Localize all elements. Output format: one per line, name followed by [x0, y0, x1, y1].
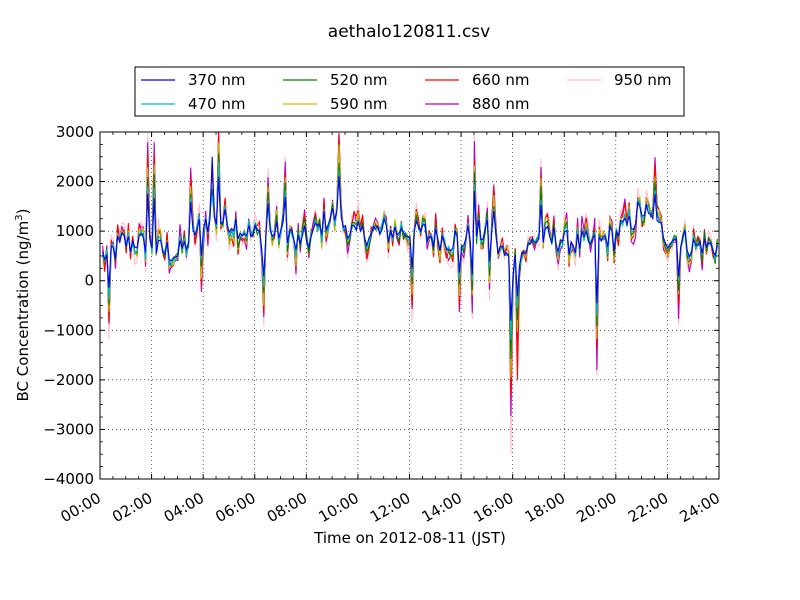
x-tick-label: 12:00 [367, 489, 413, 526]
x-tick-label: 06:00 [212, 489, 258, 526]
x-tick-label: 16:00 [470, 489, 516, 526]
legend-label: 660 nm [472, 71, 530, 89]
x-tick-label: 24:00 [677, 489, 723, 526]
legend-label: 880 nm [472, 95, 530, 113]
series-line-370-nm [102, 156, 718, 321]
legend-label: 520 nm [330, 71, 388, 89]
axis-ticks [99, 131, 720, 480]
chart-title: aethalo120811.csv [328, 22, 490, 42]
legend-label: 470 nm [188, 95, 246, 113]
y-axis-label-base: BC Concentration (ng/m [14, 221, 32, 402]
y-tick-labels: 3000 2000 1000 0 −1000 −2000 −3000 −4000 [43, 123, 94, 488]
legend-label: 370 nm [188, 71, 246, 89]
x-tick-label: 02:00 [109, 489, 155, 526]
y-tick-label: −4000 [43, 470, 94, 488]
y-tick-label: 2000 [56, 173, 94, 191]
x-tick-label: 08:00 [264, 489, 310, 526]
legend-box [134, 66, 685, 117]
series-lines [102, 131, 718, 455]
y-tick-label: −1000 [43, 321, 94, 339]
x-axis-label: Time on 2012-08-11 (JST) [313, 529, 506, 547]
y-tick-label: 0 [84, 272, 94, 290]
legend: 370 nm 470 nm 520 nm 590 nm 660 nm 880 nm 950 … [134, 66, 685, 117]
x-tick-labels: 00:00 02:00 04:00 06:00 08:00 10:00 12:00 14:00… [58, 489, 723, 526]
y-axis-label: BC Concentration (ng/m3) [14, 209, 32, 402]
y-tick-label: 3000 [56, 123, 94, 141]
y-tick-label: 1000 [56, 222, 94, 240]
x-tick-label: 04:00 [161, 489, 207, 526]
y-tick-label: −2000 [43, 371, 94, 389]
plot-background [100, 132, 719, 479]
x-tick-label: 10:00 [315, 489, 361, 526]
y-axis-label-exp: 3 [14, 214, 25, 220]
x-tick-label: 20:00 [573, 489, 619, 526]
y-tick-label: −3000 [43, 420, 94, 438]
x-tick-label: 18:00 [522, 489, 568, 526]
x-tick-label: 00:00 [58, 489, 104, 526]
x-tick-label: 14:00 [419, 489, 465, 526]
legend-label: 950 nm [614, 71, 672, 89]
y-axis-label-close: ) [14, 209, 32, 215]
legend-label: 590 nm [330, 95, 388, 113]
x-tick-label: 22:00 [625, 489, 671, 526]
